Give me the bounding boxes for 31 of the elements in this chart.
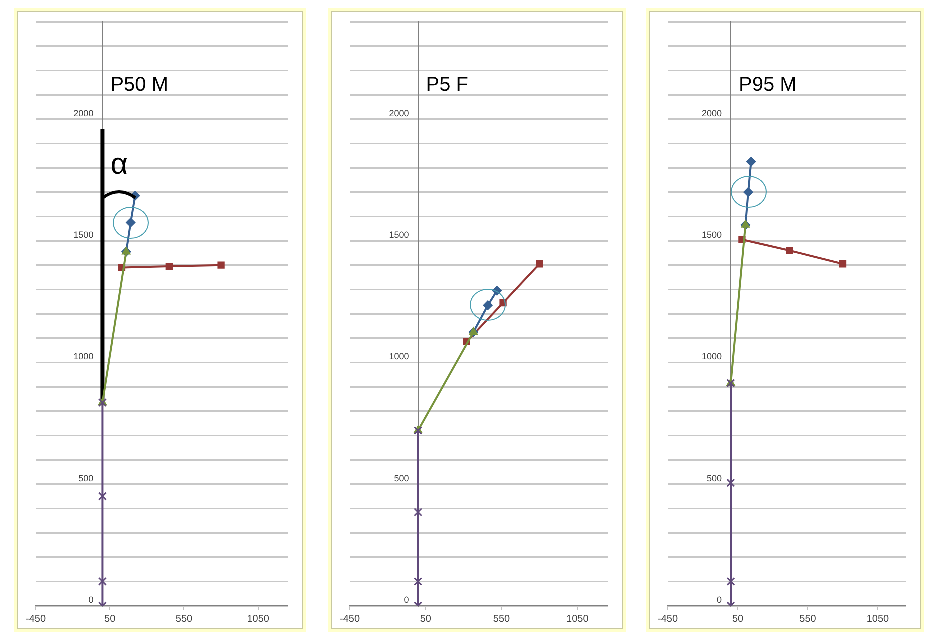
y-tick-label: 500 — [706, 473, 722, 484]
annotation: α — [110, 148, 128, 182]
y-tick-label: 2000 — [389, 108, 410, 118]
y-tick-label: 500 — [78, 473, 94, 484]
x-tick-label: -450 — [26, 614, 46, 625]
x-tick-label: -450 — [340, 614, 360, 625]
y-tick-label: 1500 — [389, 230, 410, 240]
y-tick-label: 2000 — [74, 108, 94, 118]
x-tick-label: 50 — [732, 614, 744, 625]
y-tick-label: 0 — [404, 594, 410, 605]
y-tick-label: 1500 — [74, 230, 94, 240]
y-tick-label: 500 — [394, 473, 410, 484]
y-tick-label: 0 — [716, 594, 722, 605]
y-tick-label: 1500 — [702, 230, 722, 240]
x-tick-label: 1050 — [566, 614, 590, 625]
x-tick-label: -450 — [658, 614, 678, 625]
x-tick-label: 50 — [104, 614, 116, 625]
y-tick-label: 1000 — [702, 352, 722, 362]
x-tick-label: 550 — [493, 614, 511, 625]
text: P5 F — [426, 74, 469, 97]
y-tick-label: 1000 — [389, 352, 410, 362]
x-tick-label: 550 — [176, 614, 194, 625]
x-tick-label: 50 — [420, 614, 432, 625]
x-tick-label: 1050 — [866, 614, 890, 625]
y-tick-label: 0 — [88, 594, 94, 605]
y-tick-label: 1000 — [74, 352, 94, 362]
text: P50 M — [110, 74, 169, 97]
text: P95 M — [739, 74, 797, 97]
y-tick-label: 2000 — [702, 108, 722, 118]
x-tick-label: 550 — [800, 614, 817, 625]
x-tick-label: 1050 — [247, 614, 270, 625]
